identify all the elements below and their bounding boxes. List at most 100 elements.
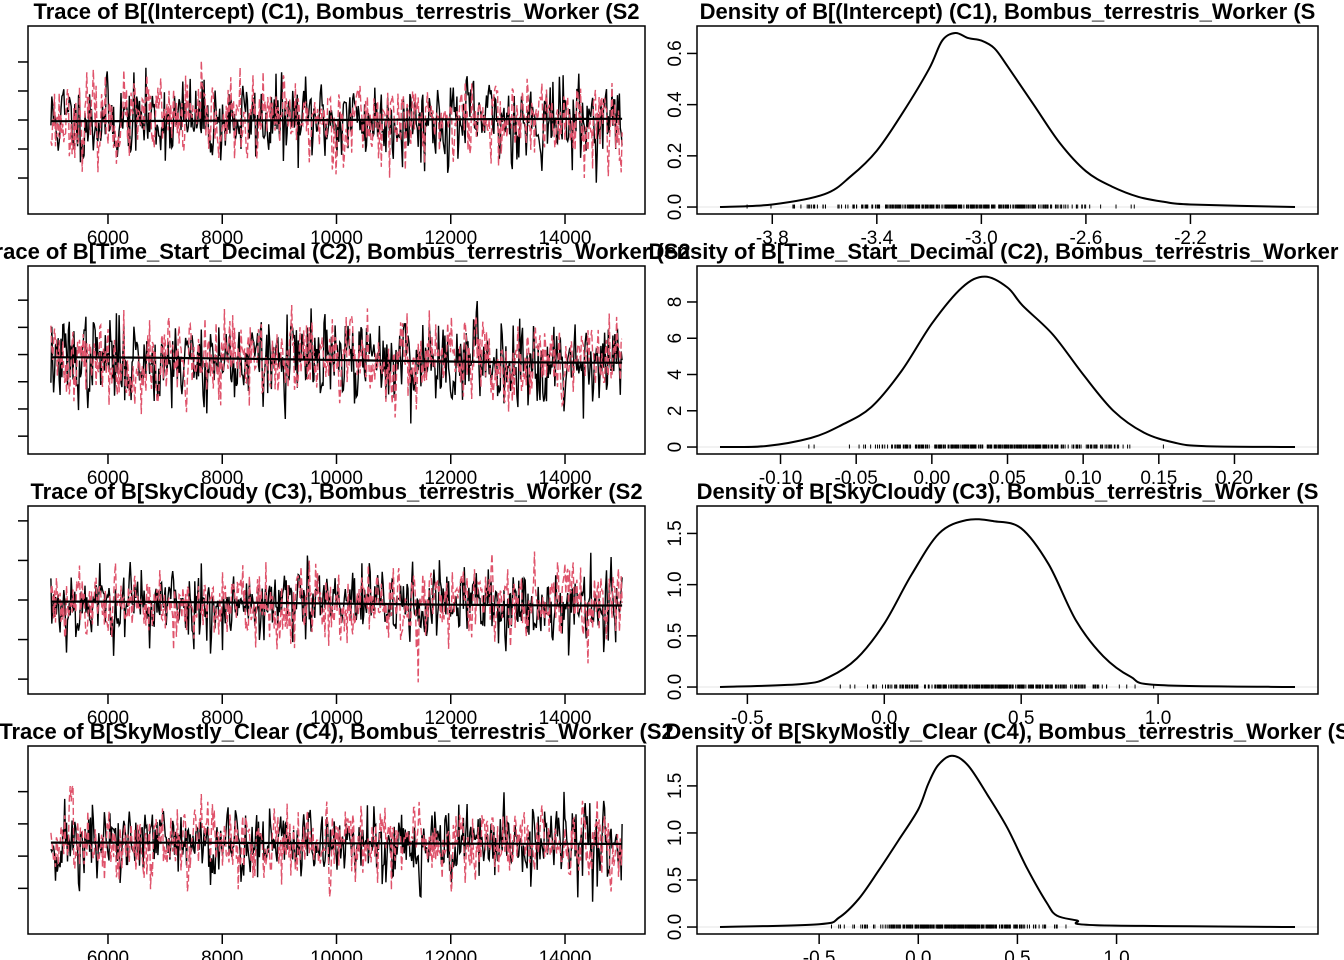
plot-frame xyxy=(696,25,1319,215)
density-panel-2: -0.10 -0.05 0.00 0.05 0.10 0.15 0.20 0 2 4 6 8 Densi… xyxy=(648,239,1344,489)
plot-frame xyxy=(696,505,1319,695)
x-tick-label: 0.5 xyxy=(1008,708,1034,729)
x-tick-label: -0.10 xyxy=(759,468,802,489)
panel-title: Density of B[SkyMostly_Clear (C4), Bombu… xyxy=(665,719,1344,744)
x-tick-label: -2.2 xyxy=(1174,228,1207,249)
x-axis: -0.5 0.0 0.5 1.0 xyxy=(731,694,1171,729)
x-tick-label: -2.6 xyxy=(1070,228,1103,249)
x-tick-label: 6000 xyxy=(87,948,129,960)
trend-line xyxy=(50,117,623,123)
y-tick-label: 1.5 xyxy=(665,520,686,546)
panel-title: Density of B[(Intercept) (C1), Bombus_te… xyxy=(700,0,1316,24)
y-axis xyxy=(18,299,28,437)
y-tick-label: 1.0 xyxy=(665,571,686,597)
y-tick-label: 0.4 xyxy=(665,91,686,118)
trace-panel-4: 6000 8000 10000 12000 14000 Trace of B[SkyMos… xyxy=(0,719,674,960)
x-tick-label: 10000 xyxy=(310,228,363,249)
rug-marks xyxy=(839,684,1155,689)
panel-title: Trace of B[(Intercept) (C1), Bombus_terr… xyxy=(34,0,640,24)
y-axis: 0.0 0.2 0.4 0.6 xyxy=(665,40,697,220)
x-tick-label: 1.0 xyxy=(1145,708,1171,729)
y-axis: 0.0 0.5 1.0 1.5 xyxy=(665,520,697,700)
x-tick-label: 12000 xyxy=(424,708,477,729)
x-tick-label: 14000 xyxy=(539,708,592,729)
chain-2-trace xyxy=(50,304,623,418)
y-tick-label: 1.5 xyxy=(665,773,686,799)
panel-title: Density of B[Time_Start_Decimal (C2), Bo… xyxy=(648,239,1344,264)
plot-region xyxy=(50,785,623,902)
x-tick-label: 0.0 xyxy=(905,948,931,960)
x-axis: 6000 8000 10000 12000 14000 xyxy=(87,214,592,249)
x-tick-label: -3.4 xyxy=(860,228,893,249)
x-tick-label: 12000 xyxy=(424,228,477,249)
plot-region xyxy=(50,300,623,424)
x-tick-label: 8000 xyxy=(201,708,243,729)
density-panel-1: -3.8 -3.4 -3.0 -2.6 -2.2 0.0 0.2 0.4 0.6 Density … xyxy=(665,0,1319,249)
y-tick-label: 0 xyxy=(665,442,686,453)
trend-line xyxy=(50,600,623,607)
density-curve xyxy=(719,754,1296,928)
y-tick-label: 4 xyxy=(665,369,686,380)
y-tick-label: 2 xyxy=(665,405,686,416)
x-tick-label: 0.05 xyxy=(989,468,1026,489)
y-tick-label: 0.0 xyxy=(665,674,686,700)
y-tick-label: 6 xyxy=(665,333,686,344)
x-tick-label: 0.15 xyxy=(1140,468,1177,489)
x-tick-label: -0.5 xyxy=(731,708,764,729)
plot-region xyxy=(697,31,1318,209)
x-tick-label: 14000 xyxy=(539,228,592,249)
chain-2-trace xyxy=(50,60,623,179)
y-tick-label: 8 xyxy=(665,297,686,308)
y-tick-label: 0.0 xyxy=(665,194,686,220)
y-tick-label: 0.5 xyxy=(665,623,686,649)
density-curve xyxy=(719,518,1296,688)
x-tick-label: -0.5 xyxy=(803,948,836,960)
chain-1-trace xyxy=(50,791,623,902)
trace-panel-1: 6000 8000 10000 12000 14000 Trace of B[(Inter… xyxy=(18,0,646,249)
panel-title: Trace of B[SkyMostly_Clear (C4), Bombus_… xyxy=(0,719,674,744)
plot-region xyxy=(697,754,1318,929)
rug-marks xyxy=(808,444,1164,449)
y-axis: 0 2 4 6 8 xyxy=(665,297,697,453)
rug-marks xyxy=(746,204,1135,209)
x-tick-label: 10000 xyxy=(310,708,363,729)
x-tick-label: -3.0 xyxy=(965,228,998,249)
density-panel-3: -0.5 0.0 0.5 1.0 0.0 0.5 1.0 1.5 Density of B[Sk… xyxy=(665,479,1319,729)
x-tick-label: 0.0 xyxy=(871,708,897,729)
plot-region xyxy=(50,60,623,183)
density-curve xyxy=(719,275,1296,449)
x-tick-label: 0.10 xyxy=(1065,468,1102,489)
y-tick-label: 0.0 xyxy=(665,914,686,940)
density-panel-4: -0.5 0.0 0.5 1.0 0.0 0.5 1.0 1.5 Density of B[Sk… xyxy=(665,719,1344,960)
x-tick-label: 10000 xyxy=(310,948,363,960)
x-tick-label: 12000 xyxy=(424,468,477,489)
trace-panel-2: 6000 8000 10000 12000 14000 Trace of B[Time_S… xyxy=(0,239,691,489)
x-tick-label: -0.05 xyxy=(835,468,878,489)
y-tick-label: 0.6 xyxy=(665,40,686,66)
x-tick-label: 14000 xyxy=(539,468,592,489)
y-tick-label: 1.0 xyxy=(665,820,686,846)
x-axis: 6000 8000 10000 12000 14000 xyxy=(87,694,592,729)
x-axis: -0.10 -0.05 0.00 0.05 0.10 0.15 0.20 xyxy=(759,454,1253,489)
y-axis xyxy=(18,790,28,890)
y-axis: 0.0 0.5 1.0 1.5 xyxy=(665,773,697,940)
y-tick-label: 0.2 xyxy=(665,143,686,169)
panel-title: Trace of B[Time_Start_Decimal (C2), Bomb… xyxy=(0,239,691,264)
x-tick-label: 0.20 xyxy=(1216,468,1253,489)
trend-line xyxy=(50,356,623,364)
plot-frame xyxy=(696,265,1319,455)
x-axis: -3.8 -3.4 -3.0 -2.6 -2.2 xyxy=(756,214,1207,249)
x-tick-label: 6000 xyxy=(87,468,129,489)
x-tick-label: 12000 xyxy=(424,948,477,960)
x-tick-label: 0.00 xyxy=(913,468,950,489)
x-tick-label: 8000 xyxy=(201,228,243,249)
plot-region xyxy=(50,551,623,683)
x-axis: 6000 8000 10000 12000 14000 xyxy=(87,934,591,960)
x-tick-label: 10000 xyxy=(310,468,363,489)
y-tick-label: 0.5 xyxy=(665,867,686,893)
x-tick-label: 8000 xyxy=(201,468,243,489)
trace-panel-3: 6000 8000 10000 12000 14000 Trace of B[SkyClo… xyxy=(18,479,646,729)
x-tick-label: 0.5 xyxy=(1004,948,1030,960)
y-axis xyxy=(18,520,28,680)
